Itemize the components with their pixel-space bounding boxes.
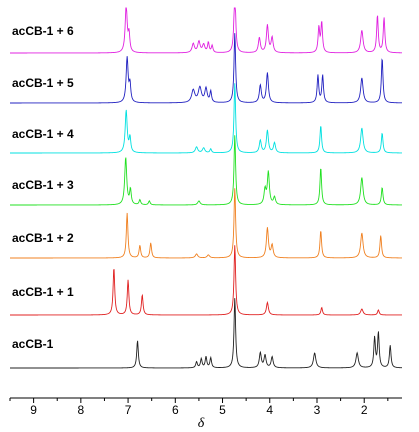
x-tick-label-2: 2 [361,403,368,417]
series-label-1: acCB-1 + 6 [12,24,74,38]
x-tick-label-5: 5 [219,403,226,417]
x-axis: 9 8 7 6 5 4 3 2 [9,397,402,417]
x-tick-label-8: 8 [77,403,84,417]
series-labels: acCB-1 + 6 acCB-1 + 5 acCB-1 + 4 acCB-1 + 3… [12,24,74,351]
spectra-group [10,7,403,369]
x-tick-label-4: 4 [266,403,273,417]
series-label-2: acCB-1 + 5 [12,76,74,90]
series-label-3: acCB-1 + 4 [12,127,74,141]
x-axis-title: δ [198,416,205,431]
spectrum-line-6 [10,245,402,316]
spectrum-line-7 [10,298,403,369]
series-label-7: acCB-1 [12,337,54,351]
x-tick-label-9: 9 [30,403,37,417]
spectrum-line-2 [10,33,403,104]
spectrum-line-5 [10,188,402,259]
series-label-5: acCB-1 + 2 [12,231,74,245]
x-tick-label-6: 6 [172,403,179,417]
spectrum-line-3 [10,83,402,154]
series-label-4: acCB-1 + 3 [12,178,74,192]
series-label-6: acCB-1 + 1 [12,285,74,299]
spectrum-line-1 [10,7,402,54]
x-tick-label-7: 7 [125,403,132,417]
spectrum-line-4 [10,135,402,206]
x-tick-label-3: 3 [314,403,321,417]
